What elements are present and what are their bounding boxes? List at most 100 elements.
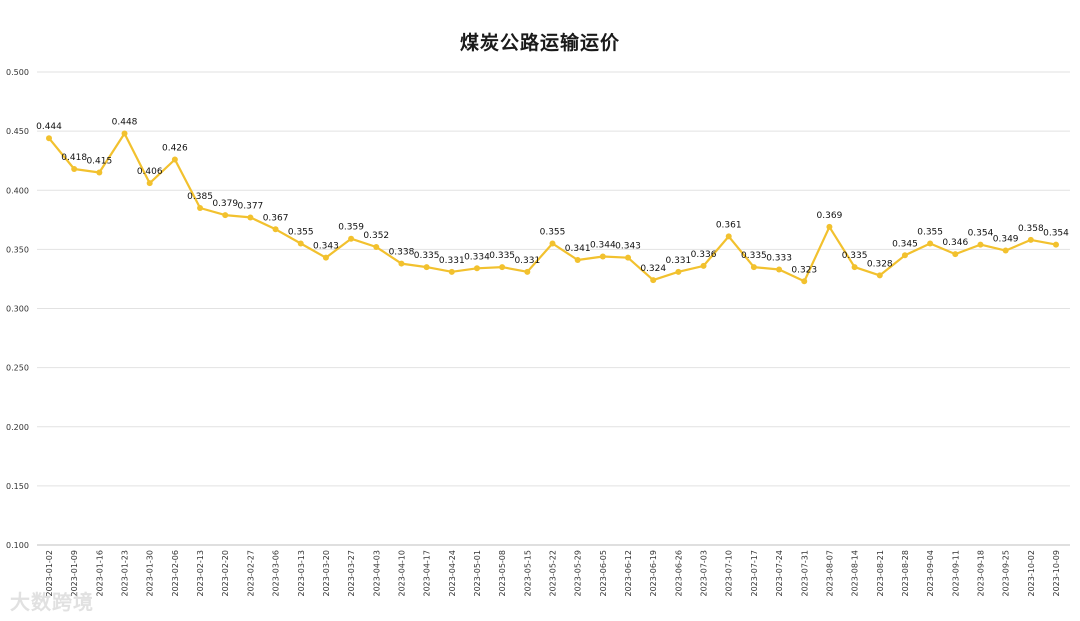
data-label: 0.338 bbox=[389, 248, 415, 258]
data-point bbox=[524, 268, 531, 275]
x-tick-label: 2023-08-07 bbox=[825, 550, 834, 597]
y-axis-ticks: 0.100 0.150 0.200 0.250 0.300 0.350 0.400 0.450… bbox=[6, 68, 29, 550]
data-point bbox=[650, 277, 657, 284]
x-tick-label: 2023-09-18 bbox=[976, 550, 985, 597]
x-tick-label: 2023-04-03 bbox=[372, 550, 381, 597]
data-point bbox=[297, 240, 304, 247]
x-tick-label: 2023-03-13 bbox=[297, 550, 306, 597]
data-point bbox=[776, 266, 783, 273]
data-label: 0.355 bbox=[540, 227, 566, 237]
data-point bbox=[398, 260, 405, 267]
data-point bbox=[171, 156, 178, 163]
data-point bbox=[599, 253, 606, 260]
data-point bbox=[750, 264, 757, 271]
x-tick-label: 2023-06-19 bbox=[649, 550, 658, 597]
data-label: 0.354 bbox=[1043, 229, 1069, 239]
data-labels: 0.444 0.418 0.415 0.448 0.406 0.426 0.3850.379… bbox=[36, 117, 1069, 275]
x-tick-label: 2023-10-02 bbox=[1027, 550, 1036, 597]
data-label: 0.448 bbox=[112, 117, 138, 127]
data-point bbox=[146, 180, 153, 187]
x-tick-label: 2023-05-22 bbox=[549, 550, 558, 597]
x-tick-label: 2023-03-06 bbox=[272, 550, 281, 597]
data-label: 0.331 bbox=[665, 256, 691, 266]
x-tick-label: 2023-01-16 bbox=[95, 550, 104, 597]
x-tick-label: 2023-02-20 bbox=[221, 550, 230, 597]
x-tick-label: 2023-08-21 bbox=[876, 550, 885, 597]
data-label: 0.349 bbox=[993, 235, 1019, 245]
data-point bbox=[71, 165, 78, 172]
data-point bbox=[876, 272, 883, 279]
x-tick-label: 2023-07-24 bbox=[775, 550, 784, 597]
data-label: 0.335 bbox=[842, 251, 868, 261]
data-point bbox=[574, 257, 581, 264]
x-tick-label: 2023-09-25 bbox=[1002, 550, 1011, 597]
x-tick-label: 2023-08-14 bbox=[851, 550, 860, 597]
data-point bbox=[625, 254, 632, 261]
gridlines bbox=[37, 71, 1070, 546]
x-tick-label: 2023-01-23 bbox=[121, 550, 130, 597]
x-tick-label: 2023-05-15 bbox=[523, 550, 532, 597]
x-tick-label: 2023-01-30 bbox=[146, 550, 155, 597]
data-point bbox=[197, 204, 204, 211]
data-point bbox=[1002, 247, 1009, 254]
x-tick-label: 2023-03-20 bbox=[322, 550, 331, 597]
x-tick-label: 2023-02-27 bbox=[246, 550, 255, 597]
data-point bbox=[272, 226, 279, 233]
y-tick-label: 0.150 bbox=[6, 482, 29, 491]
data-label: 0.361 bbox=[716, 220, 742, 230]
data-point bbox=[473, 265, 480, 272]
y-tick-label: 0.200 bbox=[6, 423, 29, 432]
x-axis-ticks: 2023-01-02 2023-01-09 2023-01-16 2023-01-23… bbox=[45, 550, 1061, 597]
data-point bbox=[322, 254, 329, 261]
data-label: 0.334 bbox=[464, 252, 490, 262]
data-point bbox=[725, 233, 732, 240]
x-tick-label: 2023-09-11 bbox=[951, 550, 960, 597]
data-label: 0.418 bbox=[61, 153, 87, 163]
data-point bbox=[901, 252, 908, 259]
data-label: 0.335 bbox=[741, 251, 767, 261]
data-label: 0.385 bbox=[187, 192, 213, 202]
data-label: 0.358 bbox=[1018, 224, 1044, 234]
data-point bbox=[121, 130, 128, 137]
data-label: 0.355 bbox=[917, 227, 943, 237]
x-tick-label: 2023-10-09 bbox=[1052, 550, 1061, 597]
y-tick-label: 0.100 bbox=[6, 541, 29, 550]
data-label: 0.343 bbox=[313, 242, 339, 252]
x-tick-label: 2023-06-05 bbox=[599, 550, 608, 597]
data-point bbox=[499, 264, 506, 271]
y-tick-label: 0.500 bbox=[6, 68, 29, 77]
data-label: 0.344 bbox=[590, 240, 616, 250]
data-label: 0.406 bbox=[137, 167, 163, 177]
data-point bbox=[222, 212, 229, 219]
data-point bbox=[448, 268, 455, 275]
data-point bbox=[96, 169, 103, 176]
x-tick-label: 2023-07-03 bbox=[700, 550, 709, 597]
data-point bbox=[927, 240, 934, 247]
data-point bbox=[46, 135, 52, 142]
chart-title: 煤炭公路运输运价 bbox=[459, 32, 620, 54]
data-label: 0.369 bbox=[817, 211, 843, 221]
data-label: 0.335 bbox=[414, 251, 440, 261]
data-point bbox=[952, 251, 959, 258]
x-tick-label: 2023-02-13 bbox=[196, 550, 205, 597]
data-label: 0.444 bbox=[36, 122, 62, 132]
data-label: 0.359 bbox=[338, 223, 364, 233]
data-label: 0.355 bbox=[288, 227, 314, 237]
data-label: 0.415 bbox=[86, 157, 112, 167]
x-tick-label: 2023-01-09 bbox=[70, 550, 79, 597]
x-tick-label: 2023-02-06 bbox=[171, 550, 180, 597]
data-label: 0.333 bbox=[766, 253, 792, 263]
data-label: 0.323 bbox=[791, 265, 817, 275]
x-tick-label: 2023-06-12 bbox=[624, 550, 633, 597]
data-label: 0.341 bbox=[565, 244, 591, 254]
data-label: 0.377 bbox=[238, 201, 264, 211]
data-label: 0.336 bbox=[691, 250, 717, 260]
x-tick-label: 2023-04-10 bbox=[397, 550, 406, 597]
y-tick-label: 0.450 bbox=[6, 127, 29, 136]
data-label: 0.335 bbox=[489, 251, 515, 261]
y-tick-label: 0.400 bbox=[6, 186, 29, 195]
data-point bbox=[373, 244, 380, 251]
data-point bbox=[247, 214, 254, 221]
data-point bbox=[1053, 241, 1059, 248]
